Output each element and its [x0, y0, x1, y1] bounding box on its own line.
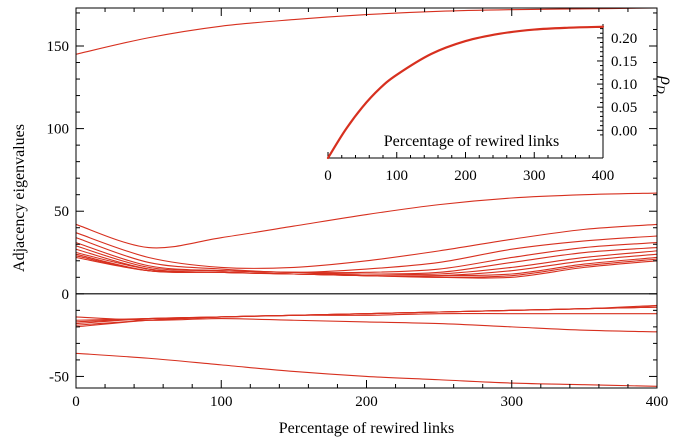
x-tick-label: 400	[646, 394, 669, 410]
inset-y-tick-label: 0.05	[611, 100, 637, 116]
eigenvalue-series-4	[75, 235, 658, 273]
y-tick-label: 100	[47, 122, 70, 138]
x-axis-label: Percentage of rewired links	[279, 420, 454, 437]
x-tick-label: 300	[501, 394, 524, 410]
inset-x-tick-label: 100	[386, 168, 409, 184]
eigenvalue-series-5	[75, 242, 658, 274]
x-tick-label: 0	[72, 394, 80, 410]
eigenvalue-series-3	[75, 223, 658, 269]
eigenvalue-series-11	[75, 256, 658, 279]
inset-x-tick-label: 0	[324, 168, 332, 184]
eigenvalue-series-17	[75, 306, 658, 328]
y-tick-label: 50	[54, 204, 69, 220]
inset-x-axis-label: Percentage of rewired links	[384, 133, 559, 150]
inset-y-tick-label: 0.00	[611, 123, 637, 139]
inset-x-tick-label: 400	[592, 168, 615, 184]
x-tick-label: 200	[355, 394, 378, 410]
y-axis-label: Adjacency eigenvalues	[11, 124, 28, 272]
eigenvalue-series-12	[75, 316, 658, 333]
x-tick-label: 100	[210, 394, 233, 410]
inset-plot: 0 100 200 300 400 0.00 0.05 0.10 0.15 0.20 Percent…	[324, 24, 677, 184]
y-tick-label: -50	[49, 369, 69, 385]
eigenvalue-series-18	[75, 352, 658, 387]
y-tick-label: 0	[62, 287, 70, 303]
inset-rho-series	[326, 25, 605, 160]
inset-y-tick-label: 0.15	[611, 54, 637, 70]
eigenvalue-series-2	[75, 192, 658, 249]
inset-y-axis-label: ρD	[654, 75, 677, 94]
inset-y-tick-label: 0.20	[611, 31, 637, 47]
inset-x-tick-label: 200	[454, 168, 477, 184]
inset-background	[328, 24, 603, 158]
inset-y-tick-label: 0.10	[611, 77, 637, 93]
inset-x-tick-label: 300	[523, 168, 546, 184]
y-tick-label: 150	[47, 39, 70, 55]
